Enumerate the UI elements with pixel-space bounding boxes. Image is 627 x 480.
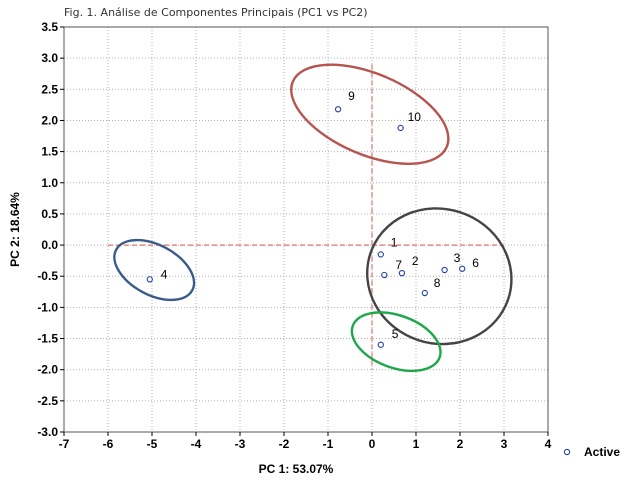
group-ellipse-3 [113,238,196,302]
y-tick-label: -0.5 [37,269,58,283]
point-label-4: 4 [161,267,168,281]
y-tick-label: -3.0 [37,425,58,439]
x-tick-label: 0 [369,437,376,451]
data-point-1 [377,251,384,258]
y-tick-label: 3.0 [41,51,58,65]
x-tick-label: 1 [413,437,420,451]
y-tick-label: 3.5 [41,20,58,34]
figure-title: Fig. 1. Análise de Componentes Principai… [64,6,368,19]
confidence-ellipses [113,63,513,373]
y-tick-label: -1.5 [37,332,58,346]
x-tick-label: -5 [147,437,158,451]
point-label-1: 1 [391,235,398,249]
x-tick-label: -3 [235,437,246,451]
data-point-2 [398,269,406,277]
y-tick-label: 0.5 [41,207,58,221]
data-point-3 [441,266,448,274]
y-tick-label: 0.0 [41,238,58,252]
x-tick-label: -6 [103,437,114,451]
data-point-6 [459,265,466,272]
data-points: 12 3 4 5 6 7 8 9 10 [146,89,479,348]
group-ellipse-1 [290,63,450,165]
plot-frame [63,26,549,433]
y-tick-label: -1.0 [37,300,58,314]
axis-ticks: -7 -6 -5 -4 -3 -2 -1 0 1 2 3 43.53.02.52.01.51.00.5… [37,20,551,451]
y-tick-label: 2.0 [41,113,58,127]
x-tick-label: -2 [279,437,290,451]
y-tick-label: 1.5 [41,145,58,159]
legend-label: Active [584,445,620,459]
y-tick-label: -2.5 [37,394,58,408]
point-label-10: 10 [408,110,422,124]
y-tick-label: 1.0 [41,176,58,190]
data-point-8 [421,289,428,297]
point-label-7: 7 [395,258,402,272]
x-tick-label: -1 [323,437,334,451]
x-tick-label: 2 [457,437,464,451]
data-point-10 [397,124,404,132]
reference-lines [108,64,504,370]
y-tick-label: -2.0 [37,363,58,377]
data-point-4 [146,276,153,283]
data-point-7 [381,271,388,279]
point-label-9: 9 [348,89,355,103]
point-label-6: 6 [472,256,479,270]
x-tick-label: -4 [191,437,202,451]
legend-marker [563,448,571,456]
group-ellipse-2 [366,207,513,346]
point-label-5: 5 [392,327,399,341]
point-label-3: 3 [454,251,461,265]
point-label-8: 8 [434,276,441,290]
point-label-2: 2 [412,254,419,268]
data-point-9 [334,106,342,113]
y-tick-label: 2.5 [41,82,58,96]
x-tick-label: -7 [59,437,70,451]
x-tick-label: 3 [501,437,508,451]
group-ellipse-4 [350,311,442,373]
x-axis-title: PC 1: 53.07% [259,462,334,476]
grid-lines [64,27,548,432]
legend: Active [563,445,620,459]
x-tick-label: 4 [545,437,552,451]
y-axis-title: PC 2: 18.64% [8,192,22,267]
data-point-5 [377,341,384,348]
